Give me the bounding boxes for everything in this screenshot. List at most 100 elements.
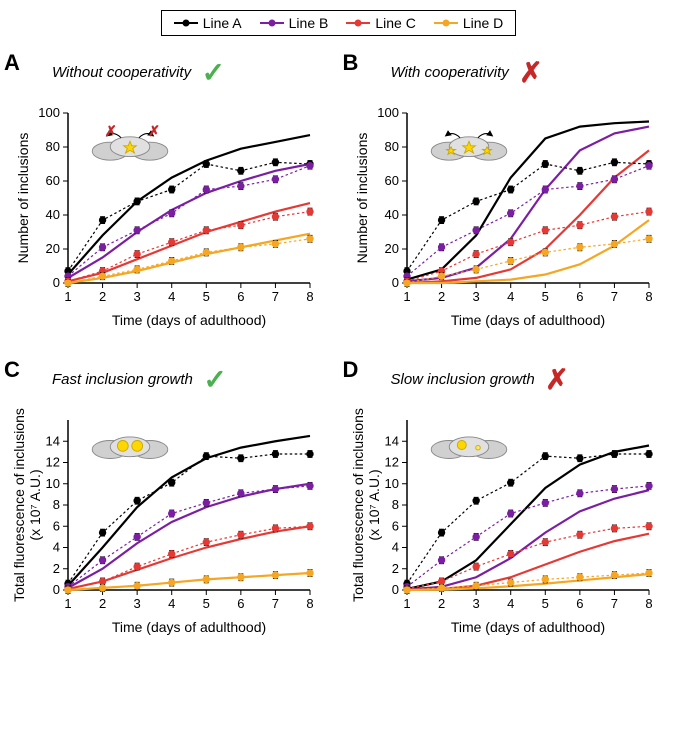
svg-text:100: 100 <box>38 105 60 120</box>
svg-text:8: 8 <box>645 596 652 611</box>
svg-text:14: 14 <box>46 433 60 448</box>
panel-letter: C <box>4 357 20 383</box>
cartoon-b <box>424 119 514 169</box>
svg-text:20: 20 <box>46 241 60 256</box>
legend-label: Line B <box>289 15 329 31</box>
svg-text:8: 8 <box>391 497 398 512</box>
svg-text:6: 6 <box>237 596 244 611</box>
svg-text:(x 10⁷ A.U.): (x 10⁷ A.U.) <box>366 469 382 540</box>
svg-text:40: 40 <box>46 207 60 222</box>
svg-text:5: 5 <box>203 289 210 304</box>
svg-text:Time (days of adulthood): Time (days of adulthood) <box>450 619 604 635</box>
check-icon: ✓ <box>202 57 225 88</box>
svg-text:4: 4 <box>53 540 60 555</box>
svg-text:60: 60 <box>384 173 398 188</box>
svg-text:4: 4 <box>168 289 175 304</box>
svg-text:100: 100 <box>377 105 399 120</box>
panel-grid: A Without cooperativity ✓ 12345678020406… <box>10 56 667 640</box>
svg-text:6: 6 <box>576 596 583 611</box>
cartoon-c <box>85 420 175 470</box>
svg-text:8: 8 <box>53 497 60 512</box>
svg-text:20: 20 <box>384 241 398 256</box>
svg-text:4: 4 <box>168 596 175 611</box>
svg-text:2: 2 <box>99 596 106 611</box>
panel-letter: A <box>4 50 20 76</box>
svg-text:0: 0 <box>391 275 398 290</box>
svg-text:✗: ✗ <box>105 124 117 140</box>
panel-title: With cooperativity <box>391 64 509 81</box>
svg-text:1: 1 <box>403 289 410 304</box>
svg-text:Number of inclusions: Number of inclusions <box>15 133 31 264</box>
legend: Line A Line B Line C Line D <box>161 10 517 36</box>
panel-title: Fast inclusion growth <box>52 371 193 388</box>
cartoon-d <box>424 420 514 470</box>
legend-item: Line D <box>434 15 503 31</box>
legend-item: Line B <box>260 15 329 31</box>
svg-text:4: 4 <box>507 289 514 304</box>
svg-text:4: 4 <box>507 596 514 611</box>
svg-text:Total fluorescence of inclusio: Total fluorescence of inclusions <box>11 408 27 602</box>
legend-marker-icon <box>434 22 458 24</box>
svg-text:60: 60 <box>46 173 60 188</box>
svg-text:0: 0 <box>391 582 398 597</box>
cross-icon: ✗ <box>545 364 568 395</box>
legend-marker-icon <box>174 22 198 24</box>
svg-text:6: 6 <box>391 518 398 533</box>
svg-text:40: 40 <box>384 207 398 222</box>
legend-item: Line C <box>346 15 415 31</box>
svg-text:2: 2 <box>53 561 60 576</box>
svg-text:2: 2 <box>437 596 444 611</box>
svg-text:Time (days of adulthood): Time (days of adulthood) <box>112 312 266 328</box>
panel-d: D Slow inclusion growth ✗ 12345678024681… <box>349 363 668 640</box>
svg-text:5: 5 <box>541 289 548 304</box>
legend-item: Line A <box>174 15 242 31</box>
svg-text:8: 8 <box>306 289 313 304</box>
svg-text:Number of inclusions: Number of inclusions <box>354 133 370 264</box>
svg-text:10: 10 <box>46 476 60 491</box>
svg-text:0: 0 <box>53 582 60 597</box>
svg-text:7: 7 <box>610 289 617 304</box>
panel-title: Slow inclusion growth <box>391 371 535 388</box>
svg-text:5: 5 <box>541 596 548 611</box>
svg-text:7: 7 <box>610 596 617 611</box>
svg-text:1: 1 <box>64 596 71 611</box>
svg-text:8: 8 <box>645 289 652 304</box>
legend-label: Line C <box>375 15 415 31</box>
svg-text:Time (days of adulthood): Time (days of adulthood) <box>112 619 266 635</box>
svg-text:80: 80 <box>384 139 398 154</box>
svg-text:1: 1 <box>403 596 410 611</box>
svg-text:2: 2 <box>99 289 106 304</box>
svg-text:2: 2 <box>391 561 398 576</box>
svg-text:(x 10⁷ A.U.): (x 10⁷ A.U.) <box>27 469 43 540</box>
svg-text:2: 2 <box>437 289 444 304</box>
panel-c: C Fast inclusion growth ✓ 12345678024681… <box>10 363 329 640</box>
cross-icon: ✗ <box>519 57 542 88</box>
legend-label: Line A <box>203 15 242 31</box>
panel-a: A Without cooperativity ✓ 12345678020406… <box>10 56 329 333</box>
cartoon-a: ✗ ✗ <box>85 119 175 169</box>
svg-text:✗: ✗ <box>148 124 160 140</box>
svg-text:3: 3 <box>472 289 479 304</box>
svg-text:6: 6 <box>53 518 60 533</box>
panel-b: B With cooperativity ✗ 12345678020406080… <box>349 56 668 333</box>
check-icon: ✓ <box>203 364 226 395</box>
svg-text:3: 3 <box>134 596 141 611</box>
svg-text:5: 5 <box>203 596 210 611</box>
panel-title: Without cooperativity <box>52 64 191 81</box>
svg-text:14: 14 <box>384 433 398 448</box>
svg-text:6: 6 <box>576 289 583 304</box>
legend-marker-icon <box>260 22 284 24</box>
svg-text:12: 12 <box>46 455 60 470</box>
svg-text:4: 4 <box>391 540 398 555</box>
svg-text:3: 3 <box>134 289 141 304</box>
svg-text:6: 6 <box>237 289 244 304</box>
panel-letter: B <box>343 50 359 76</box>
svg-text:7: 7 <box>272 596 279 611</box>
svg-text:12: 12 <box>384 455 398 470</box>
svg-text:7: 7 <box>272 289 279 304</box>
svg-text:3: 3 <box>472 596 479 611</box>
panel-letter: D <box>343 357 359 383</box>
legend-label: Line D <box>463 15 503 31</box>
svg-text:0: 0 <box>53 275 60 290</box>
svg-text:1: 1 <box>64 289 71 304</box>
